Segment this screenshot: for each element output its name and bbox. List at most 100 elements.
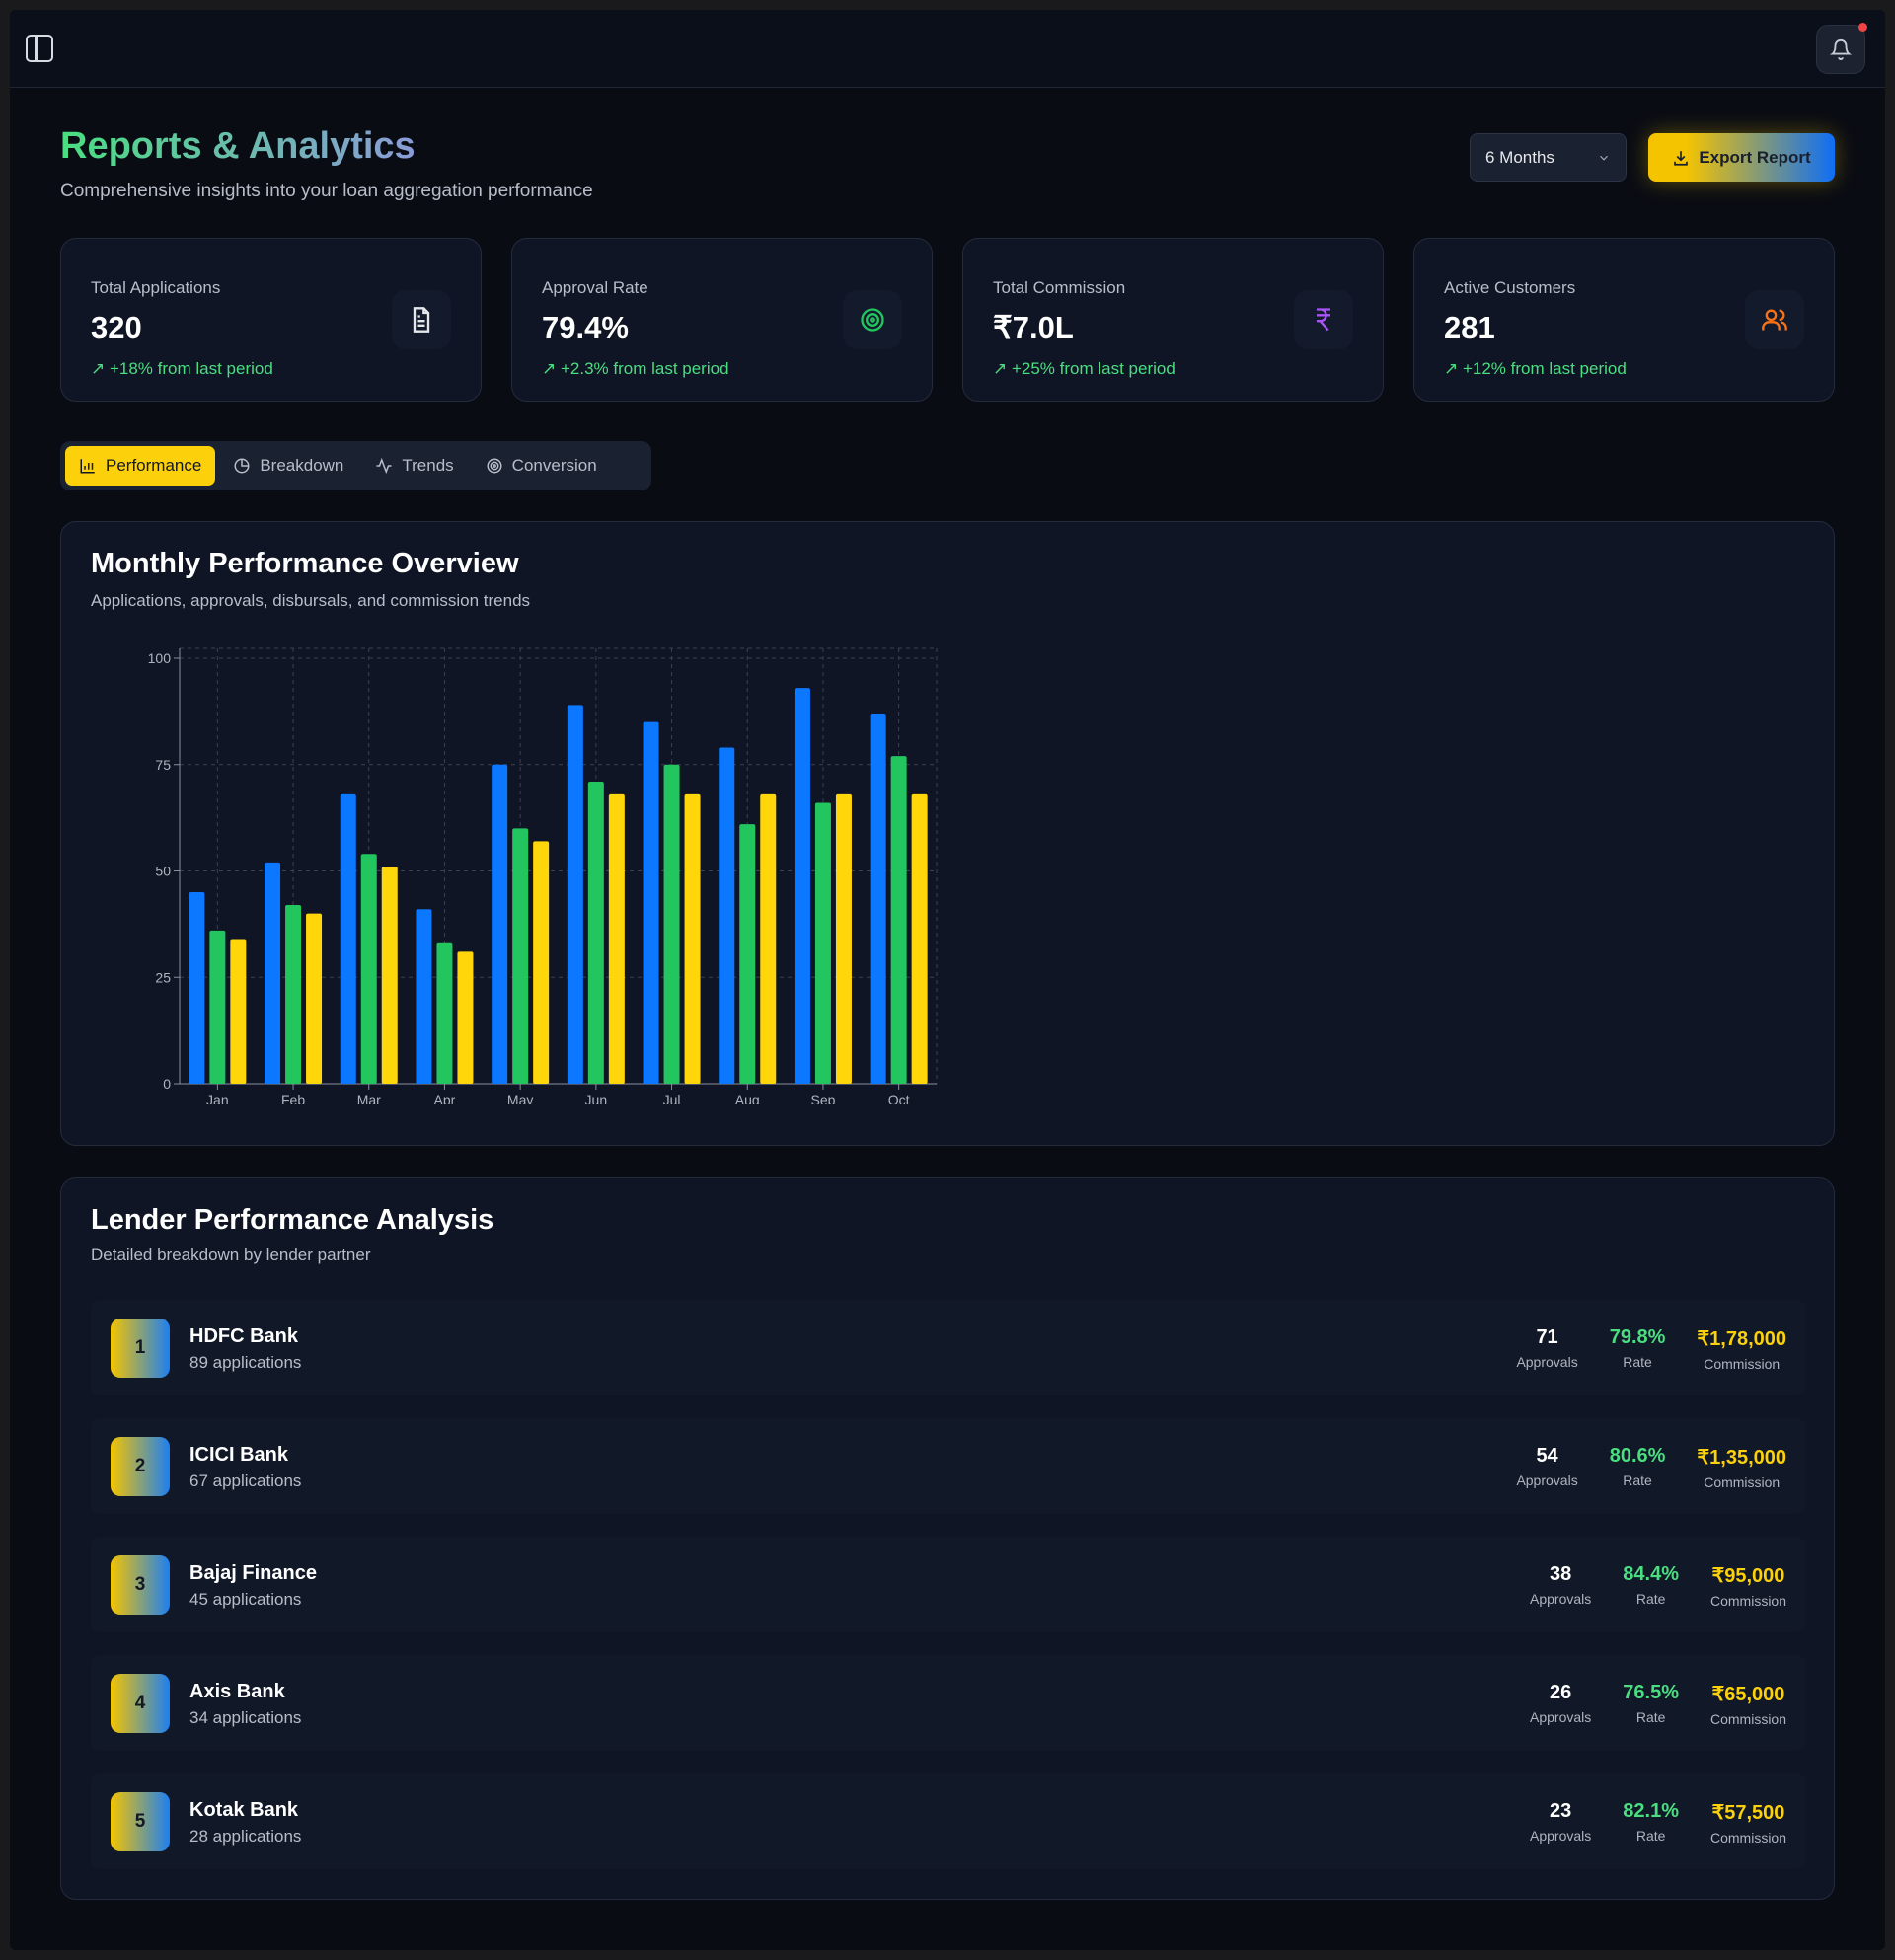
notifications-button[interactable]: [1816, 23, 1867, 74]
bar-approvals-may: [512, 828, 529, 1084]
time-range-value: 6 Months: [1485, 147, 1554, 167]
x-tick-label: Jul: [663, 1093, 681, 1104]
kpi-value: 79.4%: [542, 310, 629, 344]
bar-disbursals-apr: [457, 951, 474, 1084]
tab-label: Conversion: [511, 456, 597, 475]
bar-approvals-mar: [360, 854, 377, 1084]
x-tick-label: Jan: [206, 1093, 229, 1104]
tab-performance[interactable]: Performance: [65, 446, 216, 486]
kpi-card: Approval Rate 79.4% ↗ +2.3% from last pe…: [511, 238, 933, 402]
tab-trends[interactable]: Trends: [361, 446, 467, 486]
lender-name: Axis Bank: [190, 1681, 285, 1702]
bar-disbursals-oct: [911, 793, 928, 1084]
bar-applications-feb: [265, 862, 281, 1084]
top-bar: [10, 10, 1885, 88]
approvals-label: Approvals: [1530, 1591, 1592, 1607]
rank-badge: 2: [111, 1437, 170, 1496]
kpi-change: ↗ +2.3% from last period: [542, 359, 729, 379]
commission-value: ₹95,000: [1711, 1565, 1785, 1587]
kpi-change: ↗ +25% from last period: [993, 359, 1175, 379]
lender-applications: 67 applications: [190, 1471, 302, 1490]
kpi-icon-box: [843, 290, 902, 349]
activity-icon: [376, 457, 392, 475]
lender-stats: 23 Approvals 82.1% Rate ₹57,500 Commission: [1530, 1800, 1786, 1846]
bar-disbursals-jul: [684, 793, 701, 1084]
bar-disbursals-feb: [306, 913, 323, 1084]
trending-up-icon: ↗: [993, 359, 1012, 378]
bar-applications-may: [492, 764, 508, 1084]
approvals-label: Approvals: [1530, 1828, 1592, 1844]
lender-applications: 34 applications: [190, 1708, 302, 1727]
trending-up-icon: ↗: [1444, 359, 1463, 378]
kpi-card: Active Customers 281 ↗ +12% from last pe…: [1413, 238, 1835, 402]
y-tick-label: 75: [155, 757, 171, 773]
approvals-value: 38: [1550, 1563, 1572, 1585]
rate-value: 79.8%: [1609, 1326, 1666, 1348]
x-tick-label: Jun: [585, 1093, 608, 1104]
commission-value: ₹65,000: [1711, 1684, 1785, 1705]
commission-label: Commission: [1704, 1356, 1781, 1372]
kpi-value: 281: [1444, 310, 1495, 344]
bar-chart-icon: [80, 459, 95, 474]
bar-disbursals-mar: [381, 867, 398, 1084]
sidebar-toggle-icon[interactable]: [26, 35, 53, 62]
rank-badge: 1: [111, 1319, 170, 1378]
rate-value: 80.6%: [1609, 1445, 1666, 1467]
y-tick-label: 0: [163, 1076, 171, 1092]
tab-conversion[interactable]: Conversion: [472, 446, 611, 486]
y-tick-label: 50: [155, 864, 171, 879]
kpi-change-text: +12% from last period: [1462, 359, 1627, 378]
time-range-select[interactable]: 6 Months: [1470, 133, 1627, 182]
bar-applications-sep: [794, 688, 810, 1084]
lender-applications: 28 applications: [190, 1827, 302, 1846]
report-tabs: Performance Breakdown Trends Conversion: [60, 441, 651, 490]
rank-badge: 4: [111, 1674, 170, 1733]
bar-approvals-jul: [663, 764, 680, 1084]
lender-row[interactable]: 5 Kotak Bank 28 applications 23 Approvals…: [91, 1773, 1806, 1869]
y-tick-label: 25: [155, 969, 171, 985]
performance-title: Monthly Performance Overview: [91, 548, 519, 579]
bar-applications-mar: [340, 793, 356, 1084]
lender-row[interactable]: 4 Axis Bank 34 applications 26 Approvals …: [91, 1655, 1806, 1751]
x-tick-label: Aug: [735, 1093, 760, 1104]
bar-disbursals-may: [533, 841, 550, 1084]
tab-breakdown[interactable]: Breakdown: [219, 446, 357, 486]
rate-value: 76.5%: [1623, 1682, 1679, 1703]
bar-approvals-aug: [739, 824, 756, 1084]
commission-value: ₹1,35,000: [1697, 1447, 1786, 1469]
kpi-change-text: +25% from last period: [1011, 359, 1175, 378]
bar-disbursals-jun: [608, 793, 625, 1084]
file-text-icon: [413, 307, 430, 333]
export-report-button[interactable]: Export Report: [1648, 133, 1835, 182]
kpi-icon-box: [1745, 290, 1804, 349]
lender-row[interactable]: 1 HDFC Bank 89 applications 71 Approvals …: [91, 1300, 1806, 1395]
kpi-label: Total Commission: [993, 278, 1126, 297]
approvals-value: 54: [1536, 1445, 1558, 1467]
lender-row[interactable]: 2 ICICI Bank 67 applications 54 Approvals…: [91, 1418, 1806, 1514]
kpi-value: ₹7.0L: [993, 310, 1074, 344]
lender-performance-card: Lender Performance Analysis Detailed bre…: [60, 1177, 1835, 1900]
bar-applications-jan: [189, 892, 205, 1084]
bar-applications-aug: [719, 747, 735, 1084]
users-icon: [1762, 309, 1787, 331]
performance-card: Monthly Performance Overview Application…: [60, 521, 1835, 1146]
kpi-label: Active Customers: [1444, 278, 1576, 297]
kpi-change: ↗ +12% from last period: [1444, 359, 1627, 379]
lender-stats: 26 Approvals 76.5% Rate ₹65,000 Commission: [1530, 1682, 1786, 1727]
approvals-value: 23: [1550, 1800, 1572, 1822]
trending-up-icon: ↗: [542, 359, 561, 378]
rank-badge: 5: [111, 1792, 170, 1851]
lender-applications: 45 applications: [190, 1590, 302, 1609]
commission-value: ₹57,500: [1711, 1802, 1785, 1824]
lender-stats: 54 Approvals 80.6% Rate ₹1,35,000 Commissio…: [1516, 1445, 1786, 1490]
monthly-performance-chart: 0 25 50 75 100 Jan Feb Mar Apr May Jun Jul Aug Sep Oct: [148, 647, 938, 1104]
bar-approvals-apr: [436, 942, 453, 1084]
commission-label: Commission: [1709, 1830, 1786, 1846]
x-tick-label: Feb: [281, 1093, 305, 1104]
lender-row[interactable]: 3 Bajaj Finance 45 applications 38 Approv…: [91, 1537, 1806, 1632]
rate-label: Rate: [1623, 1472, 1652, 1488]
kpi-card: Total Commission ₹7.0L ↗ +25% from last …: [962, 238, 1384, 402]
commission-value: ₹1,78,000: [1697, 1328, 1786, 1350]
lender-applications: 89 applications: [190, 1353, 302, 1372]
approvals-value: 71: [1536, 1326, 1558, 1348]
